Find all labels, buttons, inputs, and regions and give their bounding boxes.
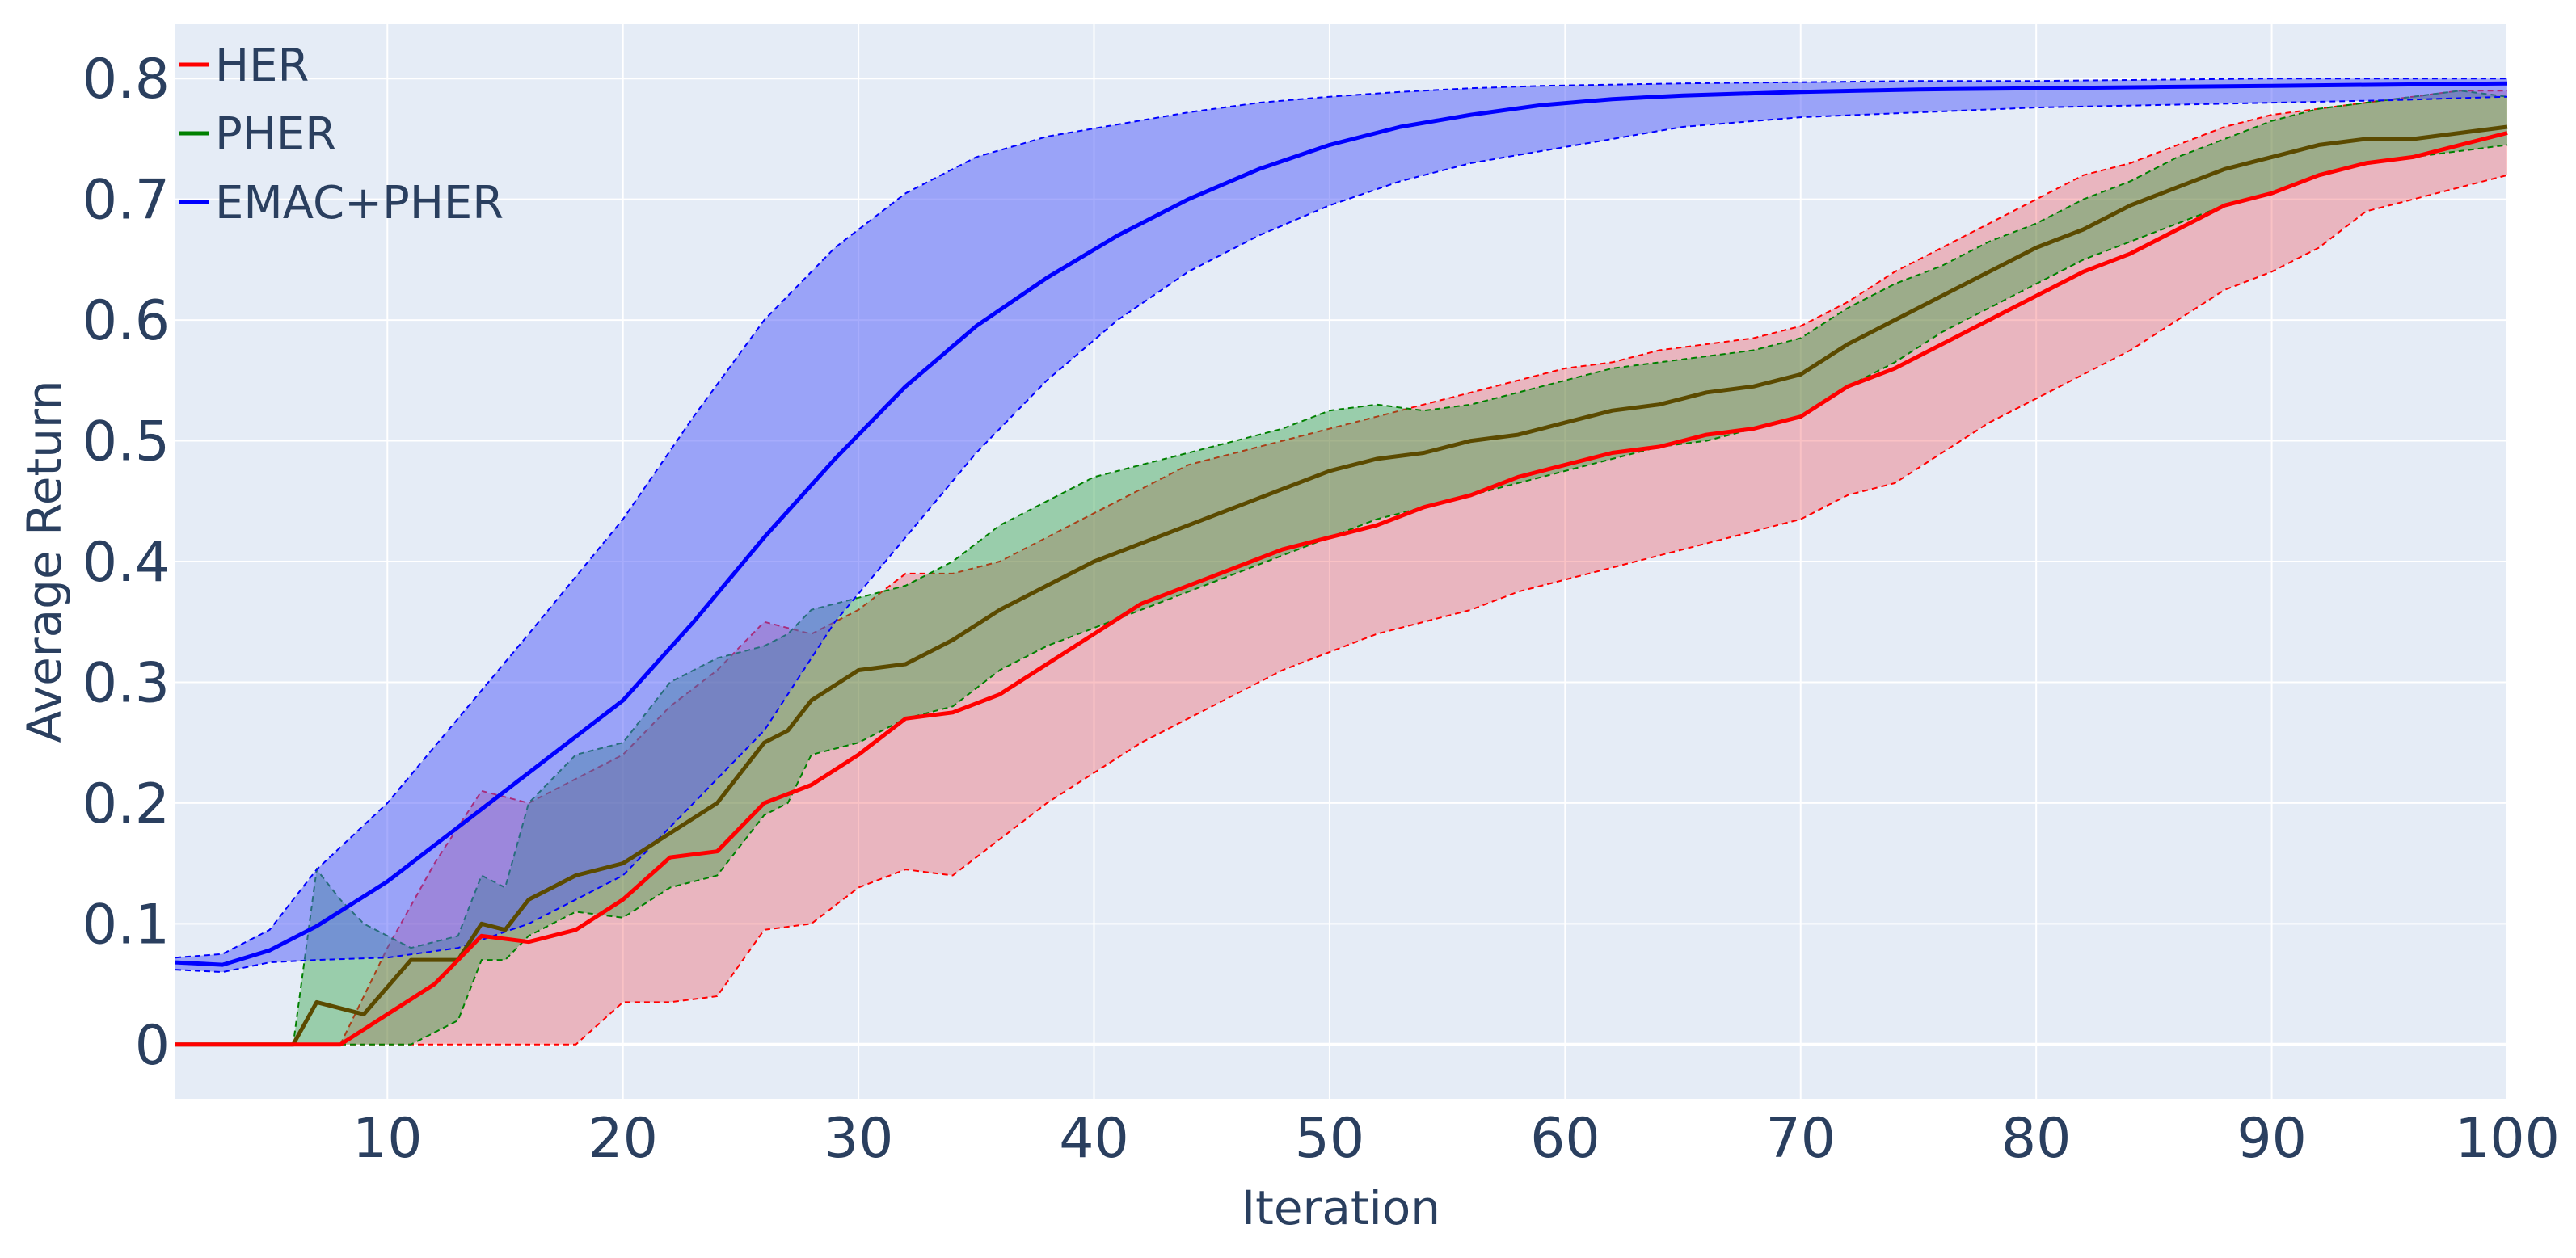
x-tick-label: 50: [1295, 1107, 1365, 1171]
her-lower-bound: [175, 174, 2508, 1046]
x-tick-label: 90: [2237, 1107, 2307, 1171]
emac-pher-upper-bound: [175, 78, 2507, 959]
pher-legend-label: PHER: [215, 108, 336, 161]
tick-labels: 10 20 30 40 50 60 70 80 90 100 0 0.1 0.2 0.3 0.4 0.5 0.6…: [82, 48, 2560, 1171]
her-upper-bound: [175, 90, 2507, 1046]
x-tick-label: 20: [588, 1107, 658, 1171]
y-tick-label: 0.4: [82, 531, 170, 595]
y-tick-label: 0.6: [82, 289, 170, 353]
y-tick-label: 0: [135, 1014, 170, 1078]
y-tick-label: 0.2: [82, 772, 170, 836]
emac-pher-legend-label: EMAC+PHER: [215, 177, 504, 229]
x-tick-label: 30: [824, 1107, 894, 1171]
her-legend-label: HER: [215, 40, 309, 92]
emac-pher-lower-bound: [175, 95, 2508, 974]
x-tick-label: 40: [1059, 1107, 1129, 1171]
x-tick-label: 10: [352, 1107, 423, 1171]
x-tick-label: 60: [1530, 1107, 1600, 1171]
emac-pher-line: [175, 81, 2508, 967]
x-tick-label: 100: [2455, 1107, 2560, 1171]
y-axis-title: Average Return: [17, 380, 72, 743]
her-line: [175, 131, 2508, 1047]
y-tick-label: 0.3: [82, 651, 170, 715]
series-layer: [175, 78, 2508, 1047]
grid: [175, 24, 2508, 1099]
x-axis-title: Iteration: [1242, 1180, 1440, 1235]
pher-line: [175, 124, 2508, 1047]
pher-lower-bound: [175, 144, 2508, 1046]
x-tick-label: 70: [1765, 1107, 1836, 1171]
y-tick-label: 0.5: [82, 410, 170, 474]
y-tick-label: 0.7: [82, 169, 170, 233]
pher-band: [175, 90, 2507, 1045]
x-tick-label: 80: [2001, 1107, 2072, 1171]
y-tick-label: 0.8: [82, 48, 170, 111]
pher-upper-bound: [175, 90, 2508, 1046]
legend: HER PHER EMAC+PHER: [179, 40, 504, 229]
emac-pher-band: [175, 78, 2507, 973]
her-band: [175, 90, 2507, 1045]
y-tick-label: 0.1: [82, 893, 170, 957]
